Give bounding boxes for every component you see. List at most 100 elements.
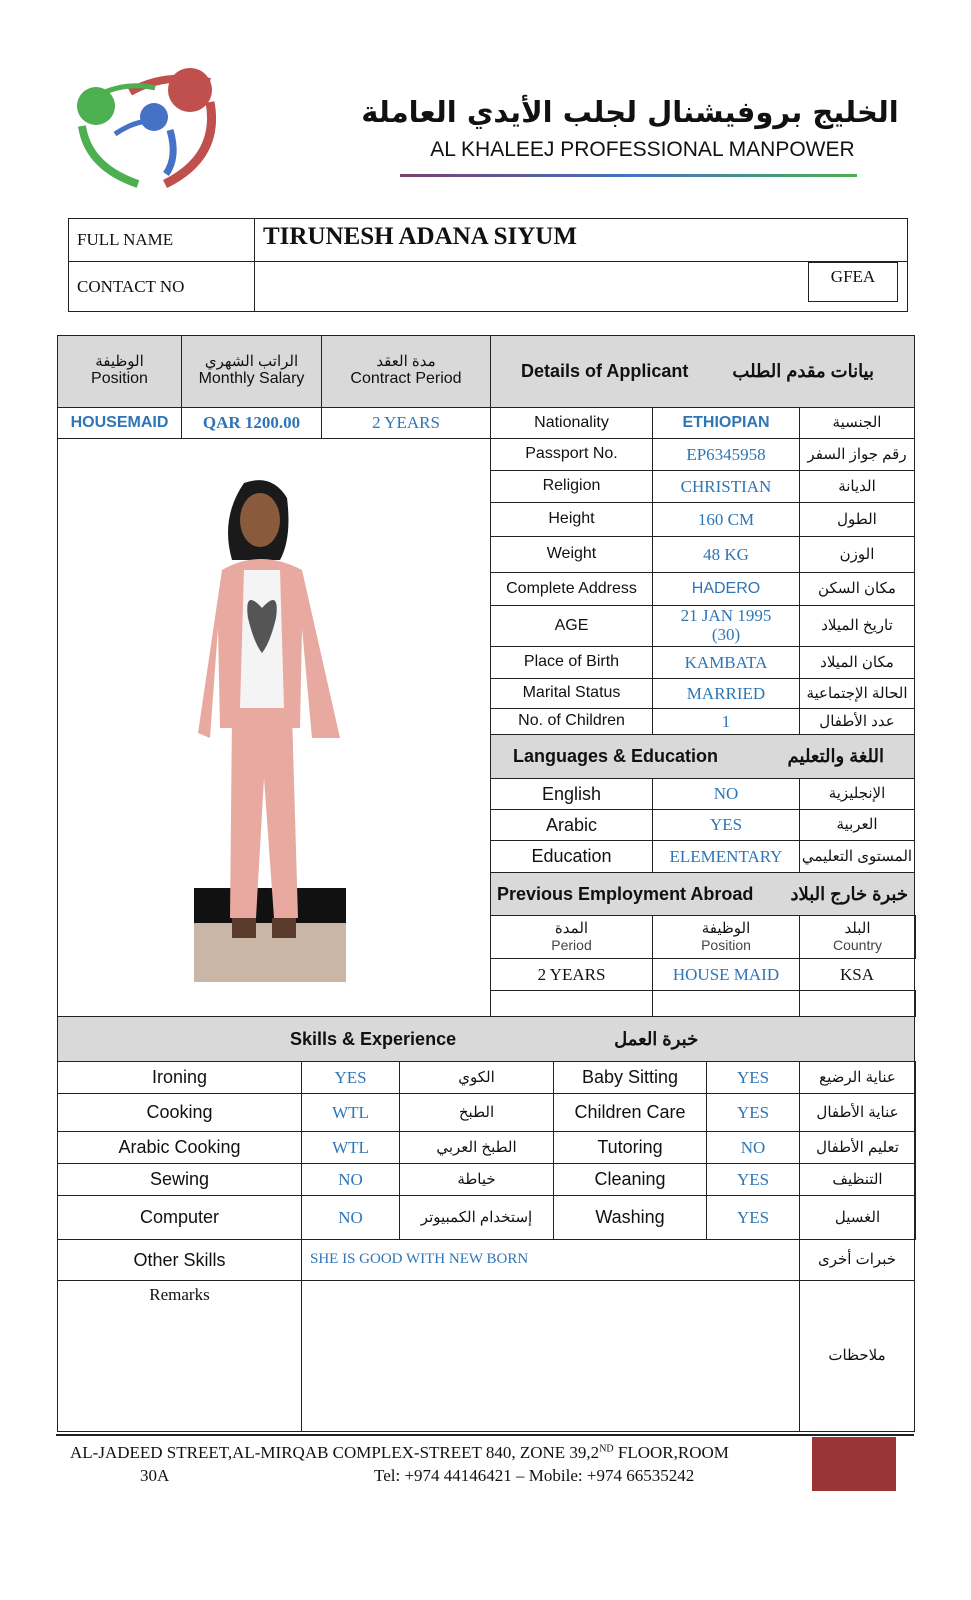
full-name-value: TIRUNESH ADANA SIYUM (263, 223, 577, 250)
contact-value-cell (254, 261, 908, 312)
skill-cell: YES (706, 1195, 800, 1240)
skill-cell: NO (301, 1163, 400, 1196)
footer-room: 30A (140, 1466, 170, 1485)
remarks-label: Remarks (149, 1285, 210, 1304)
skill-l-value: NO (338, 1207, 363, 1227)
detail-value: HADERO (691, 579, 761, 597)
company-logo (77, 68, 216, 189)
previous-empty-cell (652, 990, 800, 1017)
contact-label-cell: CONTACT NO (68, 261, 255, 312)
detail-value: KAMBATA (684, 652, 768, 672)
position-header: الوظيفة Position (57, 335, 182, 408)
language-value-cell: NO (652, 778, 800, 810)
skill-cell: Cooking (57, 1093, 302, 1132)
detail-label-ar: رقم جواز السفر (807, 445, 907, 463)
footer-address-sup: ND (599, 1443, 614, 1455)
position-value: HOUSEMAID (70, 413, 169, 431)
skill-l-label: Computer (139, 1207, 220, 1228)
remarks-label-cell: Remarks (57, 1280, 302, 1432)
detail-value-cell: 160 CM (652, 502, 800, 537)
previous-title-ar: خبرة خارج البلاد (790, 883, 908, 904)
other-skills-label-ar: خبرات أخرى (818, 1251, 896, 1269)
previous-col-header: الوظيفة Position (652, 915, 800, 959)
detail-value-cell: MARRIED (652, 678, 800, 709)
other-skills-label-cell: Other Skills (57, 1239, 302, 1281)
full-name-label-cell: FULL NAME (68, 218, 255, 262)
skill-l-ar: خياطة (457, 1170, 496, 1188)
skill-l-ar: الكوي (458, 1068, 495, 1086)
previous-position: HOUSE MAID (672, 964, 780, 984)
skill-cell: YES (706, 1093, 800, 1132)
skill-r-value: YES (736, 1207, 770, 1227)
languages-header: Languages & Education اللغة والتعليم (490, 734, 915, 779)
skill-l-label: Cooking (146, 1102, 213, 1123)
previous-col-header: المدة Period (490, 915, 653, 959)
skill-l-value: WTL (332, 1102, 369, 1122)
skill-l-value: YES (334, 1067, 367, 1087)
detail-label-ar-cell: الديانة (799, 470, 915, 503)
full-name-label: FULL NAME (77, 230, 174, 250)
detail-label-ar-cell: عدد الأطفال (799, 708, 915, 735)
detail-label-ar-cell: مكان السكن (799, 572, 915, 606)
agency-code-box: GFEA (808, 262, 898, 302)
previous-period-cell: 2 YEARS (490, 958, 653, 991)
skill-cell: خياطة (399, 1163, 554, 1196)
detail-label-ar-cell: الحالة الإجتماعية (799, 678, 915, 709)
skill-cell: Cleaning (553, 1163, 707, 1196)
skill-l-value: WTL (332, 1137, 369, 1157)
skill-cell: الكوي (399, 1061, 554, 1094)
full-name-cell: TIRUNESH ADANA SIYUM (254, 218, 908, 262)
other-skills-value: SHE IS GOOD WITH NEW BORN (310, 1251, 529, 1268)
skill-r-label: Children Care (574, 1102, 686, 1123)
detail-value: ETHIOPIAN (682, 413, 770, 431)
detail-label-ar: الوزن (839, 545, 875, 563)
skill-r-ar: التنظيف (832, 1170, 883, 1188)
skill-l-ar: الطبخ العربي (436, 1138, 517, 1156)
skill-l-label: Ironing (151, 1067, 208, 1088)
salary-value: QAR 1200.00 (202, 413, 301, 433)
previous-col-ar: الوظيفة (701, 920, 751, 938)
detail-value: 48 KG (703, 544, 749, 564)
salary-header: الراتب الشهري Monthly Salary (181, 335, 322, 408)
footer-accent-block (812, 1437, 896, 1491)
detail-value: 21 JAN 1995 (30) (680, 606, 772, 644)
skill-cell: عناية الأطفال (799, 1093, 916, 1132)
skill-r-value: YES (736, 1102, 770, 1122)
language-label-ar-cell: المستوى التعليمي (799, 840, 915, 873)
skill-l-label: Sewing (149, 1169, 210, 1190)
skill-cell: WTL (301, 1093, 400, 1132)
detail-label: Passport No. (525, 445, 618, 463)
skill-cell: Tutoring (553, 1131, 707, 1164)
skill-cell: إستخدام الكمبيوتر (399, 1195, 554, 1240)
language-label-cell: English (490, 778, 653, 810)
detail-label: Complete Address (506, 579, 637, 597)
previous-empty-cell (490, 990, 653, 1017)
skill-r-label: Tutoring (597, 1137, 663, 1158)
skill-r-label: Washing (595, 1207, 665, 1228)
footer-address: AL-JADEED STREET,AL-MIRQAB COMPLEX-STREE… (70, 1443, 729, 1463)
language-label: Education (531, 846, 612, 867)
skill-cell: عناية الرضيع (799, 1061, 916, 1094)
skill-cell: تعليم الأطفال (799, 1131, 916, 1164)
skill-cell: Computer (57, 1195, 302, 1240)
detail-value-cell: CHRISTIAN (652, 470, 800, 503)
skill-cell: الطبخ العربي (399, 1131, 554, 1164)
skill-l-ar: الطبخ (458, 1103, 495, 1121)
language-label-ar: المستوى التعليمي (801, 847, 913, 865)
detail-label-cell: No. of Children (490, 708, 653, 735)
previous-col-header: البلد Country (799, 915, 916, 959)
detail-label-ar: الحالة الإجتماعية (806, 684, 908, 702)
previous-col-ar: البلد (844, 920, 871, 938)
previous-position-cell: HOUSE MAID (652, 958, 800, 991)
detail-label-cell: Height (490, 502, 653, 537)
languages-title: Languages & Education (513, 746, 719, 767)
detail-value-cell: HADERO (652, 572, 800, 606)
previous-col: Country (832, 936, 883, 953)
skill-r-label: Cleaning (594, 1169, 666, 1190)
footer-address-text: AL-JADEED STREET,AL-MIRQAB COMPLEX-STREE… (70, 1443, 600, 1462)
detail-label-cell: Complete Address (490, 572, 653, 606)
detail-value-cell: EP6345958 (652, 438, 800, 471)
previous-title: Previous Employment Abroad (497, 883, 754, 904)
detail-label-ar: الجنسية (832, 414, 882, 432)
